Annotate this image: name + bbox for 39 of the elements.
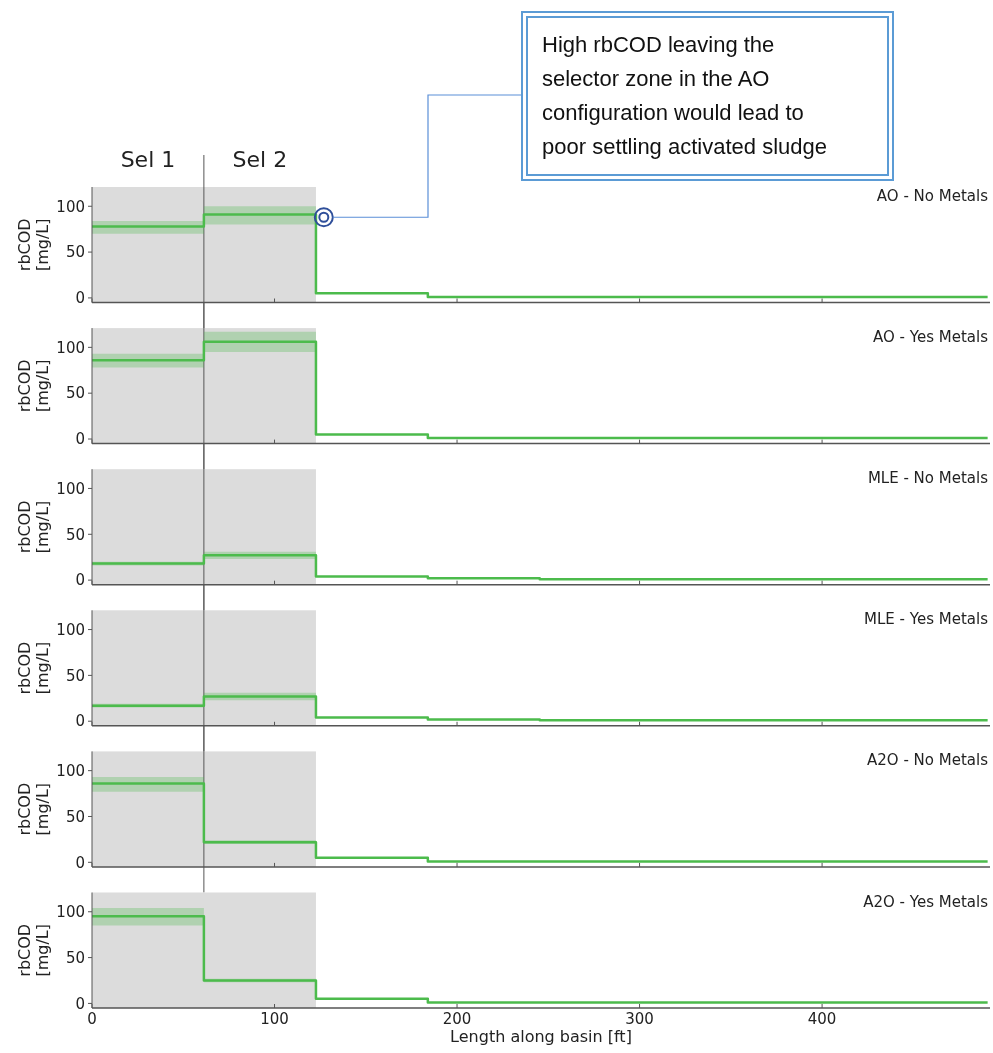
y-tick-label: 100 — [56, 903, 85, 921]
y-tick-label: 0 — [75, 853, 85, 872]
y-axis-title: rbCOD [mg/L] — [15, 218, 52, 272]
y-tick-label: 50 — [65, 243, 85, 262]
x-tick-label: 400 — [807, 1010, 837, 1028]
chart-title: A2O - No Metals — [867, 751, 989, 770]
y-tick-label: 0 — [75, 994, 85, 1013]
y-tick-label: 100 — [56, 197, 85, 216]
y-tick-label: 100 — [56, 761, 85, 780]
y-tick-label: 100 — [56, 620, 85, 639]
y-axis-title: rbCOD [mg/L] — [15, 500, 52, 554]
chart-title: AO - No Metals — [876, 187, 989, 205]
y-tick-label: 0 — [75, 712, 85, 731]
chart-title: AO - Yes Metals — [873, 328, 989, 347]
x-tick-label: 100 — [260, 1010, 289, 1028]
x-tick-label: 200 — [442, 1010, 472, 1028]
y-tick-label: 0 — [75, 289, 85, 308]
y-tick-label: 100 — [56, 338, 85, 357]
y-axis-title: rbCOD [mg/L] — [15, 923, 52, 977]
y-tick-label: 100 — [56, 479, 85, 498]
x-axis-title: Length along basin [ft] — [450, 1027, 632, 1046]
x-tick-label: 300 — [625, 1010, 654, 1028]
y-tick-label: 50 — [65, 384, 85, 403]
y-axis-title: rbCOD [mg/L] — [15, 359, 52, 413]
y-tick-label: 0 — [75, 571, 85, 590]
y-tick-label: 50 — [65, 948, 85, 967]
annotation: High rbCOD leaving the selector zone in the AO configuration would lead to poor settling activated sludge — [542, 32, 827, 159]
band-label: Sel 1 — [120, 147, 176, 172]
y-tick-label: 50 — [65, 525, 85, 544]
chart-title: MLE - No Metals — [867, 469, 989, 488]
y-tick-label: 50 — [65, 666, 85, 685]
x-tick-label: 0 — [87, 1010, 97, 1028]
y-tick-label: 0 — [75, 430, 85, 449]
y-axis-title: rbCOD [mg/L] — [15, 782, 52, 836]
chart-title: MLE - Yes Metals — [864, 610, 989, 629]
band-label: Sel 2 — [232, 147, 288, 172]
chart-title: A2O - Yes Metals — [863, 892, 989, 911]
y-axis-title: rbCOD [mg/L] — [15, 641, 52, 695]
y-tick-label: 50 — [65, 807, 85, 826]
